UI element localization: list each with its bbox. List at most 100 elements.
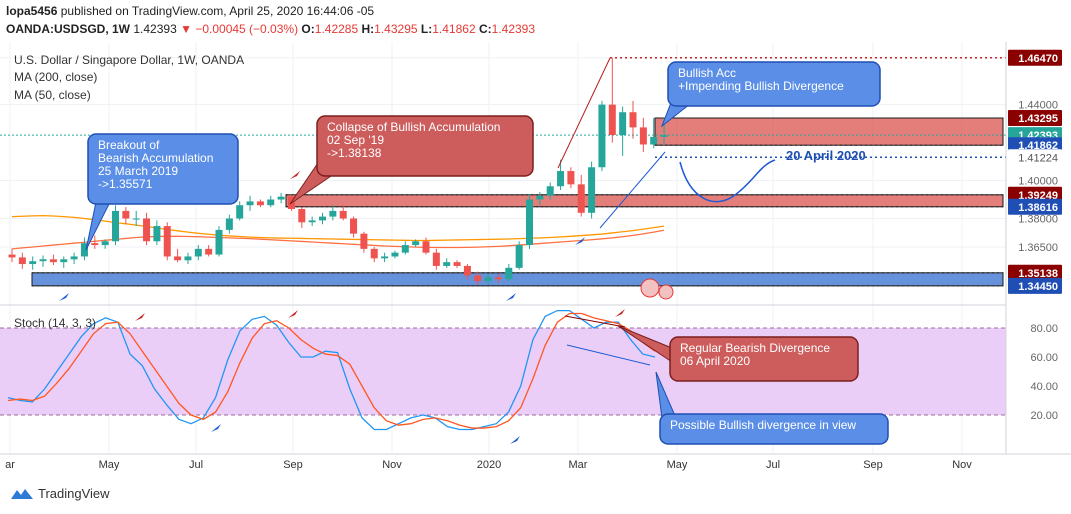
trend-line-up [557, 57, 611, 169]
candle-body [246, 201, 254, 206]
callout-text: 06 April 2020 [680, 354, 750, 368]
candle [112, 205, 119, 246]
candle [598, 100, 606, 172]
x-axis-tick-label: Jul [766, 459, 780, 471]
candle [650, 117, 658, 149]
candle-body [153, 226, 161, 242]
candle-body [370, 248, 378, 259]
low-label: L: [420, 22, 433, 36]
candle-body [112, 210, 119, 242]
candle [494, 273, 502, 284]
candle-body [484, 277, 492, 282]
x-axis-tick-label: ar [5, 459, 15, 471]
candle [277, 192, 285, 204]
candle [567, 167, 575, 189]
rocket-marker-icon [211, 424, 221, 432]
open-value: 1.42285 [314, 22, 359, 36]
candle-body [60, 259, 68, 263]
candle-body [174, 256, 182, 261]
rocket-marker-icon [575, 237, 585, 245]
candle-body [412, 241, 420, 246]
candle [122, 207, 130, 225]
candle [132, 210, 140, 227]
candle-body [639, 127, 647, 145]
candle [339, 205, 347, 221]
candle [608, 57, 616, 143]
candle [39, 255, 47, 267]
price-badge-label: 1.34450 [1018, 281, 1058, 293]
candle [619, 106, 627, 156]
candle [153, 220, 161, 246]
x-axis-tick-label: May [667, 459, 688, 471]
ma50-legend[interactable]: MA (50, close) [14, 88, 91, 102]
drawing-annotations [59, 57, 776, 301]
candle [381, 252, 389, 263]
candle [236, 201, 244, 221]
callout-box [659, 413, 889, 445]
candle [70, 252, 78, 265]
candle-body [339, 210, 347, 219]
open-label: O: [301, 22, 315, 36]
tradingview-logo-icon [11, 488, 33, 499]
candle-body [453, 262, 461, 266]
candle [515, 241, 523, 270]
candle-body [608, 104, 616, 135]
candle-body [536, 195, 544, 200]
publish-info: published on TradingView.com, April 25, … [60, 4, 375, 18]
candle [143, 212, 151, 246]
candle-body [598, 104, 606, 168]
candle-body [256, 201, 264, 206]
candle-body [660, 135, 668, 137]
candle-body [350, 218, 358, 234]
stoch-axis-tick-label: 60.00 [1030, 352, 1058, 364]
candle-body [381, 256, 389, 259]
candle-body [567, 171, 575, 185]
price-axis-tick-label: 1.40000 [1018, 176, 1058, 188]
candle-body [319, 216, 326, 221]
tradingview-brand[interactable]: TradingView [10, 486, 110, 501]
candle [60, 256, 68, 268]
candle-body [443, 262, 451, 266]
candle-body [143, 218, 151, 242]
candle-body [401, 245, 409, 253]
candle [329, 205, 337, 221]
candle [225, 214, 233, 234]
candle [18, 252, 26, 269]
ohlc-header: OANDA:USDSGD, 1W 1.42393 ▼ −0.00045 (−0.… [6, 22, 535, 36]
candle-body [360, 233, 368, 249]
candle [267, 195, 275, 208]
candle-body [557, 171, 565, 187]
ma200-legend[interactable]: MA (200, close) [14, 70, 98, 84]
last-price: 1.42393 [133, 22, 177, 36]
price-badge-label: 1.46470 [1018, 53, 1058, 65]
callout-box [669, 336, 859, 382]
price-axis-tick-label: 1.38000 [1018, 213, 1058, 225]
candle-body [8, 254, 16, 258]
candle [557, 159, 565, 191]
candle-body [422, 241, 430, 253]
author-name[interactable]: lopa5456 [6, 4, 58, 18]
callout-text: Regular Bearish Divergence [680, 341, 830, 355]
price-zone [285, 194, 1004, 208]
candle-body [132, 218, 140, 220]
price-badge [1008, 149, 1062, 166]
candle-body [629, 112, 637, 128]
price-badge [1008, 277, 1062, 294]
chart-title: U.S. Dollar / Singapore Dollar, 1W, OAND… [14, 53, 245, 67]
x-axis-tick-label: Sep [283, 459, 303, 471]
candle [194, 245, 202, 261]
candle [453, 260, 461, 268]
callout-text: Collapse of Bullish Accumulation [327, 120, 500, 134]
candle [639, 117, 647, 153]
candle [246, 195, 254, 211]
stoch-legend[interactable]: Stoch (14, 3, 3) [14, 316, 97, 330]
candle [422, 237, 430, 255]
candle [360, 231, 368, 253]
moving-averages [11, 214, 665, 250]
brand-label: TradingView [38, 486, 110, 501]
price-change: −0.00045 (−0.03%) [195, 22, 299, 36]
candle-body [205, 248, 213, 255]
